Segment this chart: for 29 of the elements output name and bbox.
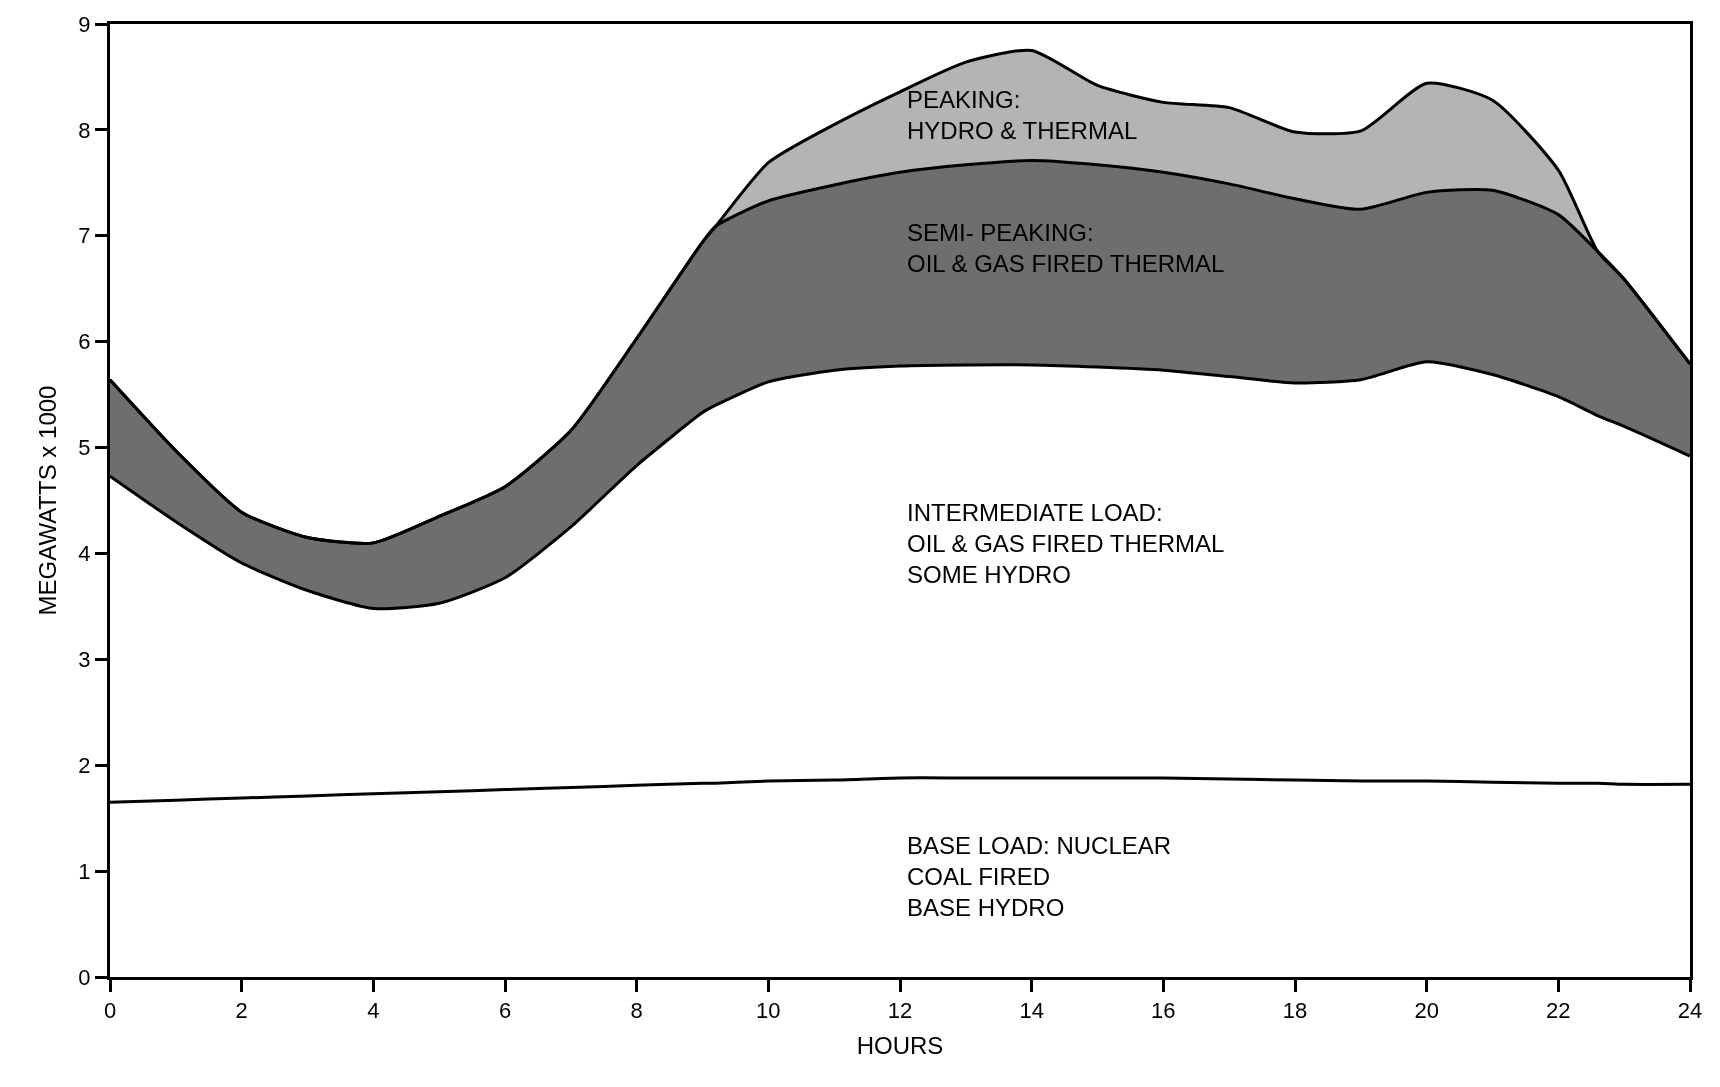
x-tick-label: 0 bbox=[103, 998, 117, 1024]
y-tick-label: 6 bbox=[78, 329, 91, 355]
y-tick-label: 5 bbox=[78, 435, 91, 461]
x-tick-label: 14 bbox=[1019, 998, 1044, 1024]
x-tick-label: 4 bbox=[367, 998, 380, 1024]
y-tick-label: 8 bbox=[78, 117, 91, 143]
annotation: SEMI- PEAKING: OIL & GAS FIRED THERMAL bbox=[907, 219, 1225, 278]
x-tick-label: 24 bbox=[1677, 998, 1703, 1024]
x-tick-label: 6 bbox=[498, 998, 512, 1024]
x-tick-label: 20 bbox=[1414, 998, 1439, 1024]
x-tick-label: 2 bbox=[235, 998, 248, 1024]
y-tick-label: 3 bbox=[78, 647, 91, 673]
x-tick-label: 8 bbox=[630, 998, 643, 1024]
x-tick-label: 10 bbox=[756, 998, 781, 1024]
x-tick-label: 12 bbox=[887, 998, 913, 1024]
y-tick-label: 7 bbox=[78, 223, 91, 249]
y-tick-label: 0 bbox=[78, 964, 91, 990]
x-axis-title: HOURS bbox=[856, 1031, 944, 1059]
y-tick-label: 9 bbox=[78, 11, 91, 37]
y-axis-title: MEGAWATTS x 1000 bbox=[34, 385, 62, 616]
x-tick-label: 18 bbox=[1282, 998, 1308, 1024]
y-tick-label: 2 bbox=[78, 752, 91, 778]
annotation: BASE LOAD: NUCLEAR COAL FIRED BASE HYDRO bbox=[907, 832, 1172, 922]
y-tick-label: 4 bbox=[78, 541, 91, 567]
y-tick-label: 1 bbox=[78, 858, 91, 884]
x-tick-label: 22 bbox=[1546, 998, 1571, 1024]
annotation: INTERMEDIATE LOAD: OIL & GAS FIRED THERMAL SOME HYDRO bbox=[907, 499, 1225, 589]
annotation: PEAKING: HYDRO & THERMAL bbox=[907, 86, 1138, 145]
x-tick-label: 16 bbox=[1151, 998, 1176, 1024]
